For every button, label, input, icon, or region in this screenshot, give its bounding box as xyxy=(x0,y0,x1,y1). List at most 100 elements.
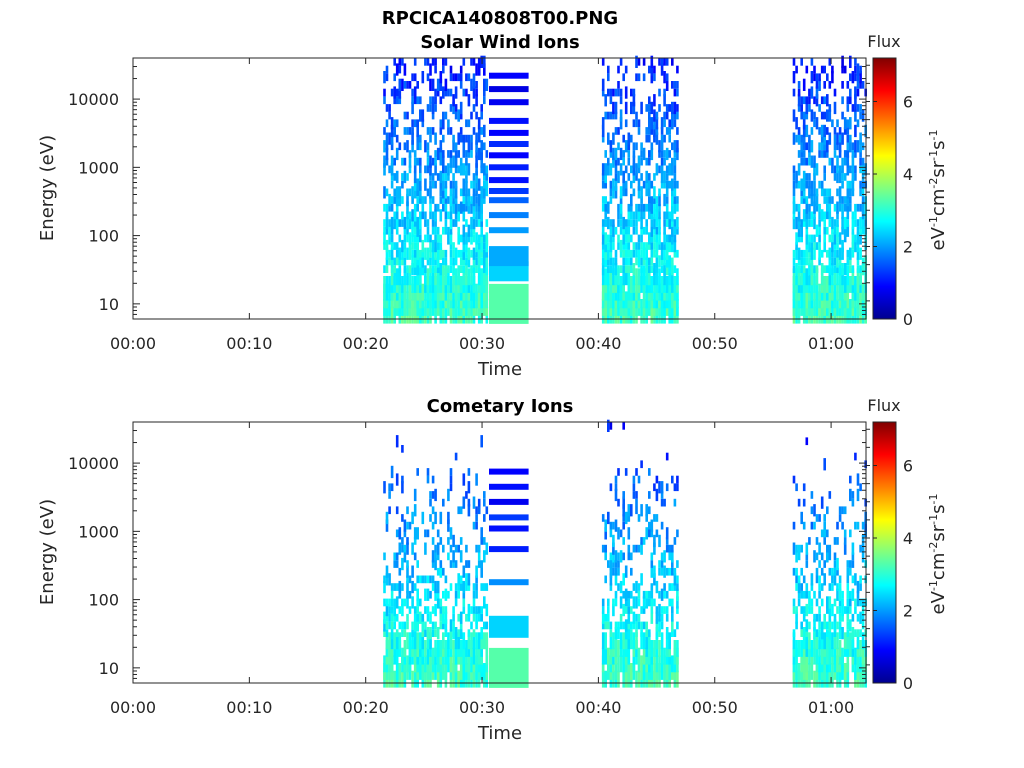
flux-cell xyxy=(859,111,862,120)
flux-cell xyxy=(627,142,631,151)
flux-cell xyxy=(632,142,636,151)
y-axis-label-cometary: Energy (eV) xyxy=(37,499,58,605)
flux-cell xyxy=(637,249,641,258)
flux-cell xyxy=(475,155,478,168)
flux-cell xyxy=(401,537,404,545)
flux-cell xyxy=(846,186,850,199)
flux-cell xyxy=(434,265,437,273)
flux-cell xyxy=(612,598,615,607)
flux-cell xyxy=(393,560,396,568)
flux-cell xyxy=(413,263,417,276)
flux-cell xyxy=(815,81,819,89)
flux-cell xyxy=(833,165,837,174)
flux-cell xyxy=(480,234,483,243)
flux-cell xyxy=(483,249,486,258)
flux-cell xyxy=(429,627,432,640)
flux-cell xyxy=(627,219,631,227)
flux-cell xyxy=(635,219,638,227)
colorbar-tick-label: 2 xyxy=(903,238,913,257)
flux-cell xyxy=(449,475,453,484)
flux-cell xyxy=(808,257,811,266)
flux-cell xyxy=(439,263,443,276)
flux-cell xyxy=(665,663,669,680)
flux-cell xyxy=(800,188,803,197)
flux-cell xyxy=(470,201,473,214)
flux-cell xyxy=(797,88,801,97)
flux-cell xyxy=(849,276,852,293)
flux-cell xyxy=(406,537,409,545)
flux-cell xyxy=(424,606,427,614)
flux-cell xyxy=(632,544,636,553)
flux-cell xyxy=(431,211,435,220)
flux-cell xyxy=(854,94,857,107)
flux-cell xyxy=(619,580,623,594)
flux-cell xyxy=(470,134,473,143)
flux-cell xyxy=(483,124,486,138)
flux-cell xyxy=(831,119,834,128)
flux-cell xyxy=(846,606,850,614)
flux-cell xyxy=(815,117,819,130)
flux-cell xyxy=(861,81,865,89)
flux-cell xyxy=(419,96,422,105)
flux-cell xyxy=(658,603,661,617)
flux-cell xyxy=(395,560,399,568)
flux-cell xyxy=(805,590,809,599)
flux-cell xyxy=(480,209,483,222)
flux-cell xyxy=(849,529,852,538)
flux-cell xyxy=(388,257,391,266)
flux-cell xyxy=(833,598,837,607)
flux-cell xyxy=(411,196,414,204)
flux-cell xyxy=(797,640,801,657)
flux-cell xyxy=(426,157,430,166)
flux-cell xyxy=(632,94,636,107)
flux-cell xyxy=(390,173,394,181)
flux-cell xyxy=(408,265,412,273)
flux-cell xyxy=(861,550,865,563)
flux-cell xyxy=(668,134,671,143)
flux-cell xyxy=(472,226,476,235)
flux-cell xyxy=(663,150,666,158)
flux-cell xyxy=(653,565,656,578)
flux-cell xyxy=(624,226,628,235)
flux-cell xyxy=(385,239,389,253)
flux-cell xyxy=(406,140,409,153)
flux-cell xyxy=(665,537,669,545)
flux-cell xyxy=(609,629,613,637)
flux-cell xyxy=(792,257,796,266)
flux-cell xyxy=(421,663,425,680)
flux-cell xyxy=(828,255,832,268)
flux-cell xyxy=(619,201,623,214)
flux-cell xyxy=(841,65,844,74)
flux-cell xyxy=(480,186,483,199)
flux-cell xyxy=(851,226,855,235)
flux-cell xyxy=(480,111,483,120)
flux-cell xyxy=(797,257,801,266)
flux-cell xyxy=(619,249,623,258)
flux-cell xyxy=(802,268,806,286)
flux-cell xyxy=(828,219,832,227)
flux-cell xyxy=(792,180,796,189)
flux-cell xyxy=(802,117,806,130)
flux-cell xyxy=(447,488,450,502)
plot-area xyxy=(133,422,866,683)
flux-cell xyxy=(658,203,661,212)
flux-cell xyxy=(810,506,814,515)
flux-cell xyxy=(802,78,806,91)
flux-cell xyxy=(413,527,417,540)
flux-cell xyxy=(467,140,471,153)
flux-cell xyxy=(475,188,478,197)
flux-cell xyxy=(607,216,610,230)
flux-cell xyxy=(797,132,801,145)
flux-cell xyxy=(856,521,860,530)
flux-cell xyxy=(408,242,412,250)
flux-cell xyxy=(429,265,432,273)
flux-cell xyxy=(650,276,654,293)
flux-cell xyxy=(640,216,643,230)
flux-cell xyxy=(452,201,455,214)
flux-cell xyxy=(841,263,844,276)
flux-cell xyxy=(849,560,852,568)
flux-cell xyxy=(676,583,679,591)
flux-cell xyxy=(467,603,471,617)
flux-cell xyxy=(859,132,862,145)
flux-cell xyxy=(390,226,394,235)
